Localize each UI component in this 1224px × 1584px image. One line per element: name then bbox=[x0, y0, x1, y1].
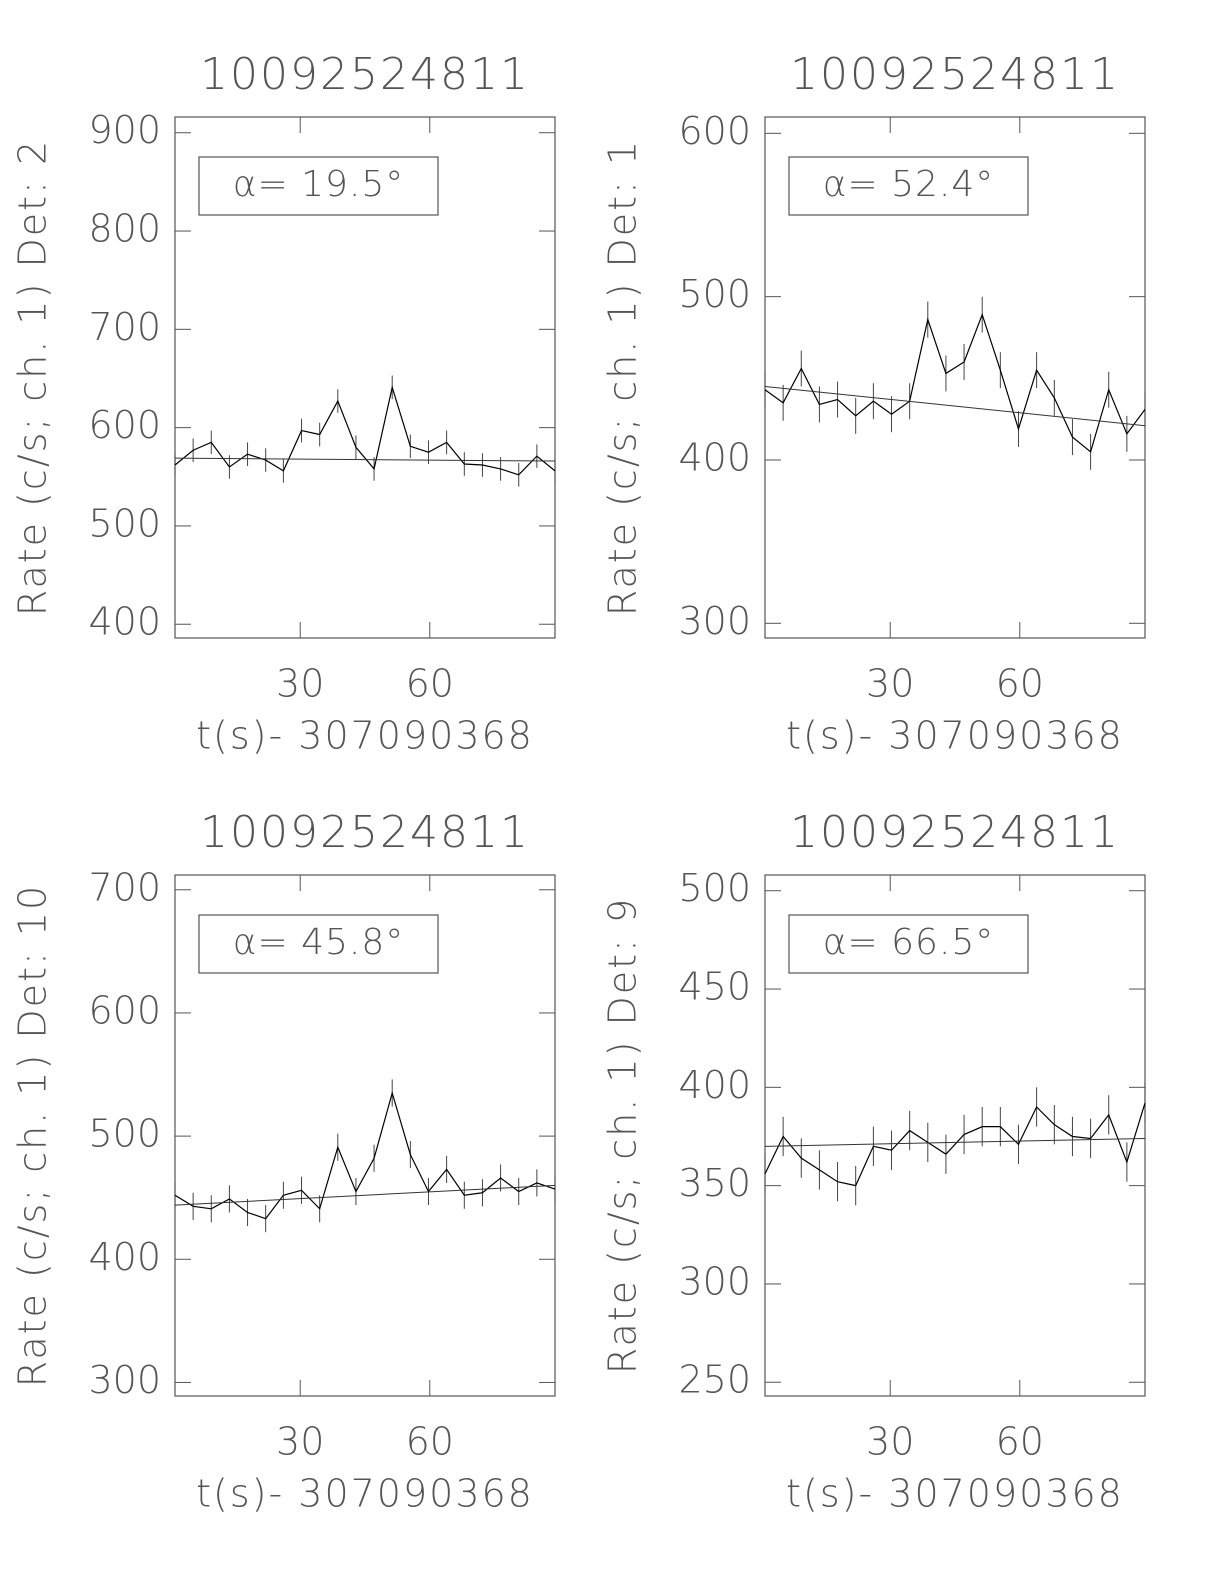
annotation: α= 19.5° bbox=[233, 164, 405, 205]
x-tick-label: 30 bbox=[866, 1420, 914, 1464]
annotation: α= 52.4° bbox=[823, 164, 995, 205]
fit-line bbox=[764, 1137, 1146, 1147]
x-tick-label: 30 bbox=[276, 662, 324, 706]
plot-frame bbox=[764, 874, 1146, 1397]
y-tick-label: 500 bbox=[88, 1112, 161, 1156]
y-tick-label: 400 bbox=[678, 435, 751, 479]
y-tick-label: 900 bbox=[88, 108, 161, 152]
y-axis-label: Rate (c/s; ch. 1) Det: 9 bbox=[601, 897, 645, 1374]
panel-title: 10092524811 bbox=[200, 807, 530, 858]
y-tick-label: 700 bbox=[88, 865, 161, 909]
fit-line bbox=[174, 457, 556, 462]
y-tick-label: 600 bbox=[88, 988, 161, 1032]
y-tick-label: 400 bbox=[678, 1063, 751, 1107]
rate-line bbox=[174, 1090, 556, 1220]
plot-frame bbox=[174, 116, 556, 639]
y-tick-label: 350 bbox=[678, 1161, 751, 1205]
panel-title: 10092524811 bbox=[200, 49, 530, 100]
annotation: α= 66.5° bbox=[823, 922, 995, 963]
y-tick-label: 300 bbox=[678, 599, 751, 643]
y-tick-label: 600 bbox=[678, 109, 751, 153]
y-axis-label: Rate (c/s; ch. 1) Det: 10 bbox=[11, 884, 55, 1387]
y-tick-label: 450 bbox=[678, 965, 751, 1009]
annotation: α= 45.8° bbox=[233, 922, 405, 963]
x-tick-label: 30 bbox=[866, 662, 914, 706]
y-tick-label: 250 bbox=[678, 1358, 751, 1402]
rate-line bbox=[764, 312, 1146, 453]
fit-line bbox=[764, 385, 1146, 427]
x-tick-label: 30 bbox=[276, 1420, 324, 1464]
y-axis-label: Rate (c/s; ch. 1) Det: 1 bbox=[601, 139, 645, 616]
y-tick-label: 400 bbox=[88, 600, 161, 644]
x-tick-label: 60 bbox=[406, 662, 454, 706]
annotation-box bbox=[788, 914, 1029, 974]
panel-title: 10092524811 bbox=[790, 807, 1120, 858]
x-tick-label: 60 bbox=[996, 1420, 1044, 1464]
annotation-box bbox=[198, 914, 439, 974]
fit-line bbox=[174, 1184, 556, 1206]
annotation-box bbox=[198, 156, 439, 216]
x-axis-label: t(s)- 307090368 bbox=[786, 714, 1124, 758]
y-tick-label: 400 bbox=[88, 1235, 161, 1279]
y-tick-label: 300 bbox=[88, 1358, 161, 1402]
rate-line bbox=[764, 1102, 1146, 1187]
x-tick-label: 60 bbox=[996, 662, 1044, 706]
y-tick-label: 800 bbox=[88, 207, 161, 251]
panel-title: 10092524811 bbox=[790, 49, 1120, 100]
x-axis-label: t(s)- 307090368 bbox=[786, 1472, 1124, 1516]
plot-frame bbox=[174, 874, 556, 1397]
x-axis-label: t(s)- 307090368 bbox=[196, 1472, 534, 1516]
y-tick-label: 500 bbox=[88, 501, 161, 545]
x-axis-label: t(s)- 307090368 bbox=[196, 714, 534, 758]
rate-line bbox=[174, 384, 556, 476]
y-tick-label: 500 bbox=[678, 866, 751, 910]
x-tick-label: 60 bbox=[406, 1420, 454, 1464]
y-axis-label: Rate (c/s; ch. 1) Det: 2 bbox=[11, 139, 55, 616]
y-tick-label: 600 bbox=[88, 403, 161, 447]
y-tick-label: 300 bbox=[678, 1259, 751, 1303]
y-tick-label: 700 bbox=[88, 305, 161, 349]
y-tick-label: 500 bbox=[678, 272, 751, 316]
annotation-box bbox=[788, 156, 1029, 216]
